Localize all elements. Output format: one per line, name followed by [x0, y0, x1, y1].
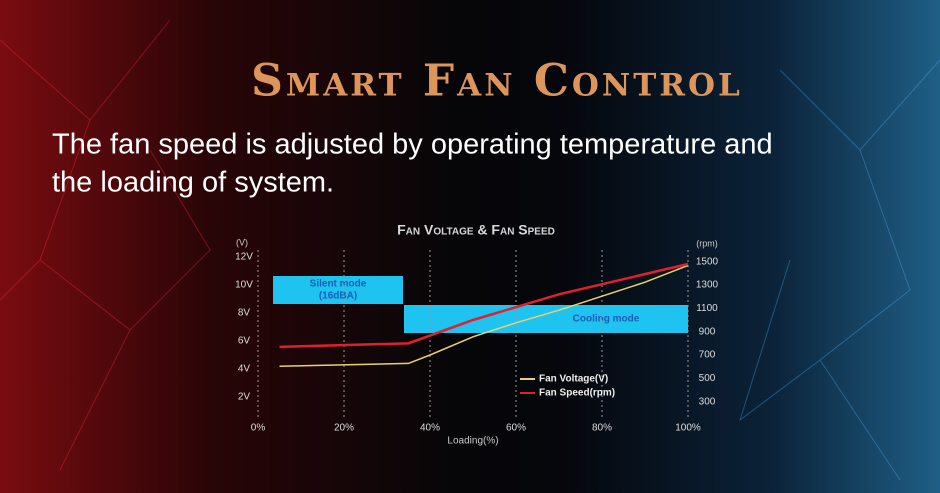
y2-tick-label: 700 [699, 350, 716, 361]
y-axis-label: (V) [236, 237, 248, 247]
x-tick-label: 40% [420, 423, 440, 434]
y-tick-label: 8V [238, 308, 251, 319]
subtitle-line: the loading of system. [52, 167, 334, 199]
y-tick-label: 12V [235, 252, 253, 263]
y2-tick-label: 1100 [696, 303, 718, 314]
y-tick-label: 6V [238, 336, 251, 347]
legend-label: Fan Speed(rpm) [539, 388, 615, 399]
x-axis-label: Loading(%) [447, 436, 498, 447]
y2-tick-label: 900 [699, 326, 716, 337]
y-tick-label: 4V [238, 364, 251, 375]
x-tick-label: 0% [251, 423, 266, 434]
data-line [279, 262, 689, 349]
x-tick-label: 20% [334, 423, 354, 434]
network-decoration [0, 19, 940, 481]
y2-axis-label: (rpm) [696, 238, 718, 248]
page-title: Smart Fan Control [251, 56, 743, 107]
x-tick-label: 60% [506, 423, 526, 434]
annotation-box [273, 276, 403, 304]
annotation-text: Silent mode [310, 279, 367, 290]
y2-tick-label: 1300 [696, 280, 719, 291]
x-tick-label: 100% [675, 423, 701, 434]
annotation-text: (16dBA) [319, 291, 357, 302]
chart-title: Fan Voltage & Fan Speed [397, 222, 555, 238]
data-line [279, 264, 689, 367]
y2-tick-label: 1500 [696, 256, 719, 267]
legend-label: Fan Voltage(V) [539, 374, 608, 385]
y2-tick-label: 500 [699, 373, 716, 384]
y2-tick-label: 300 [699, 396, 716, 407]
annotation-text: Cooling mode [573, 314, 640, 325]
x-tick-label: 80% [592, 423, 612, 434]
y-tick-label: 2V [238, 392, 251, 403]
y-tick-label: 10V [235, 280, 253, 291]
subtitle-line: The fan speed is adjusted by operating t… [52, 129, 773, 161]
